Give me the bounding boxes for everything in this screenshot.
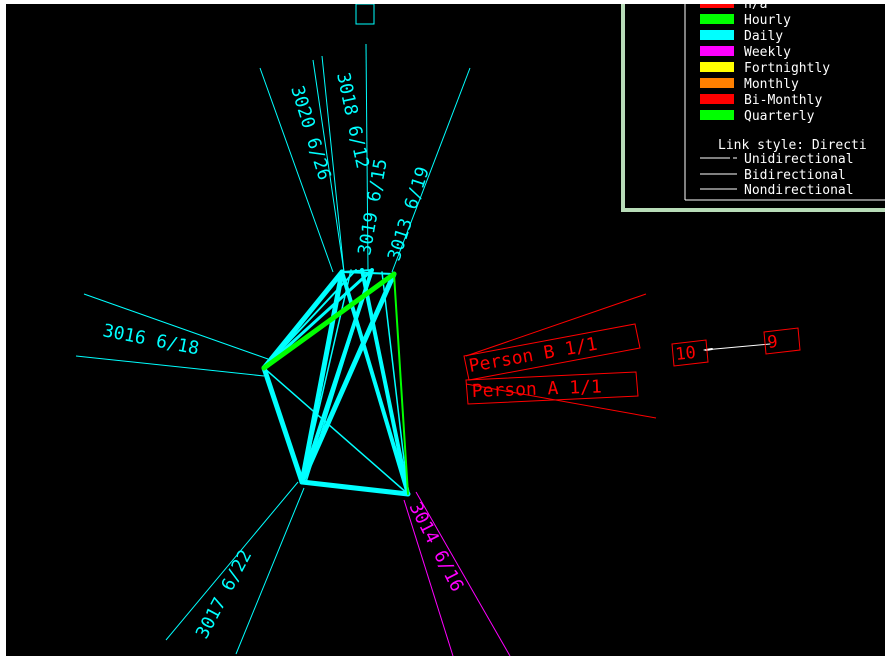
legend-label-quarterly: Quarterly: [744, 109, 815, 124]
node-label-person-a: Person A 1/1: [471, 376, 602, 402]
legend-label-bidirectional: Bidirectional: [744, 168, 846, 183]
node-label-3016: 3016 6/18: [101, 320, 201, 359]
diagram-canvas[interactable]: 3020 6/26 3018 6/12 3019 6/15 3013 6/19 …: [6, 4, 885, 656]
node-9[interactable]: 9: [763, 327, 801, 355]
swatch-bi-monthly: [700, 94, 734, 104]
legend-label-bi-monthly: Bi-Monthly: [744, 93, 822, 108]
node-person-a[interactable]: Person A 1/1: [465, 371, 639, 405]
swatch-quarterly: [700, 110, 734, 120]
node-label-10: 10: [674, 343, 696, 365]
node-label-person-b: Person B 1/1: [467, 334, 599, 377]
node-3020[interactable]: 3020 6/26: [286, 83, 335, 182]
node-3016[interactable]: 3016 6/18: [101, 320, 201, 359]
legend-label-unidirectional: Unidirectional: [744, 152, 854, 167]
swatch-daily: [700, 30, 734, 40]
node-10-box: [671, 339, 709, 367]
node-label-9: 9: [766, 332, 778, 353]
node-label-3014: 3014 6/16: [405, 499, 468, 595]
node-3019[interactable]: 3019 6/15: [354, 157, 392, 257]
node-9-box: [763, 327, 801, 355]
legend-link-style: Link style: Directi Unidirectional Bidir…: [700, 138, 867, 198]
node-person-b[interactable]: Person B 1/1: [463, 323, 641, 381]
legend-frequency: n/a Hourly Daily Weekly Fortnightly Mont…: [700, 4, 830, 124]
swatch-weekly: [700, 46, 734, 56]
partial-node-box: [355, 4, 375, 25]
node-3014[interactable]: 3014 6/16: [405, 499, 468, 595]
node-label-3020: 3020 6/26: [286, 83, 335, 182]
network-links: [261, 268, 771, 497]
legend-label-hourly: Hourly: [744, 13, 791, 28]
legend-link-style-title: Link style: Directi: [718, 138, 867, 153]
legend-frame: [621, 4, 885, 212]
swatch-hourly: [700, 14, 734, 24]
node-label-3019: 3019 6/15: [354, 157, 392, 257]
node-10[interactable]: 10: [671, 339, 709, 367]
node-wedges: [75, 43, 511, 656]
red-person-wedge: [465, 293, 657, 419]
swatch-na: [700, 4, 734, 8]
person-b-box: [463, 323, 641, 381]
node-3013[interactable]: 3013 6/19: [384, 164, 434, 263]
legend-label-monthly: Monthly: [744, 77, 799, 92]
swatch-monthly: [700, 78, 734, 88]
person-a-box: [465, 371, 639, 405]
legend-panel: n/a Hourly Daily Weekly Fortnightly Mont…: [621, 4, 885, 212]
legend-label-nondirectional: Nondirectional: [744, 183, 854, 198]
legend-label-na: n/a: [744, 4, 767, 12]
node-label-3013: 3013 6/19: [384, 164, 434, 263]
legend-label-daily: Daily: [744, 29, 783, 44]
swatch-fortnightly: [700, 62, 734, 72]
legend-label-weekly: Weekly: [744, 45, 791, 60]
legend-label-fortnightly: Fortnightly: [744, 61, 830, 76]
